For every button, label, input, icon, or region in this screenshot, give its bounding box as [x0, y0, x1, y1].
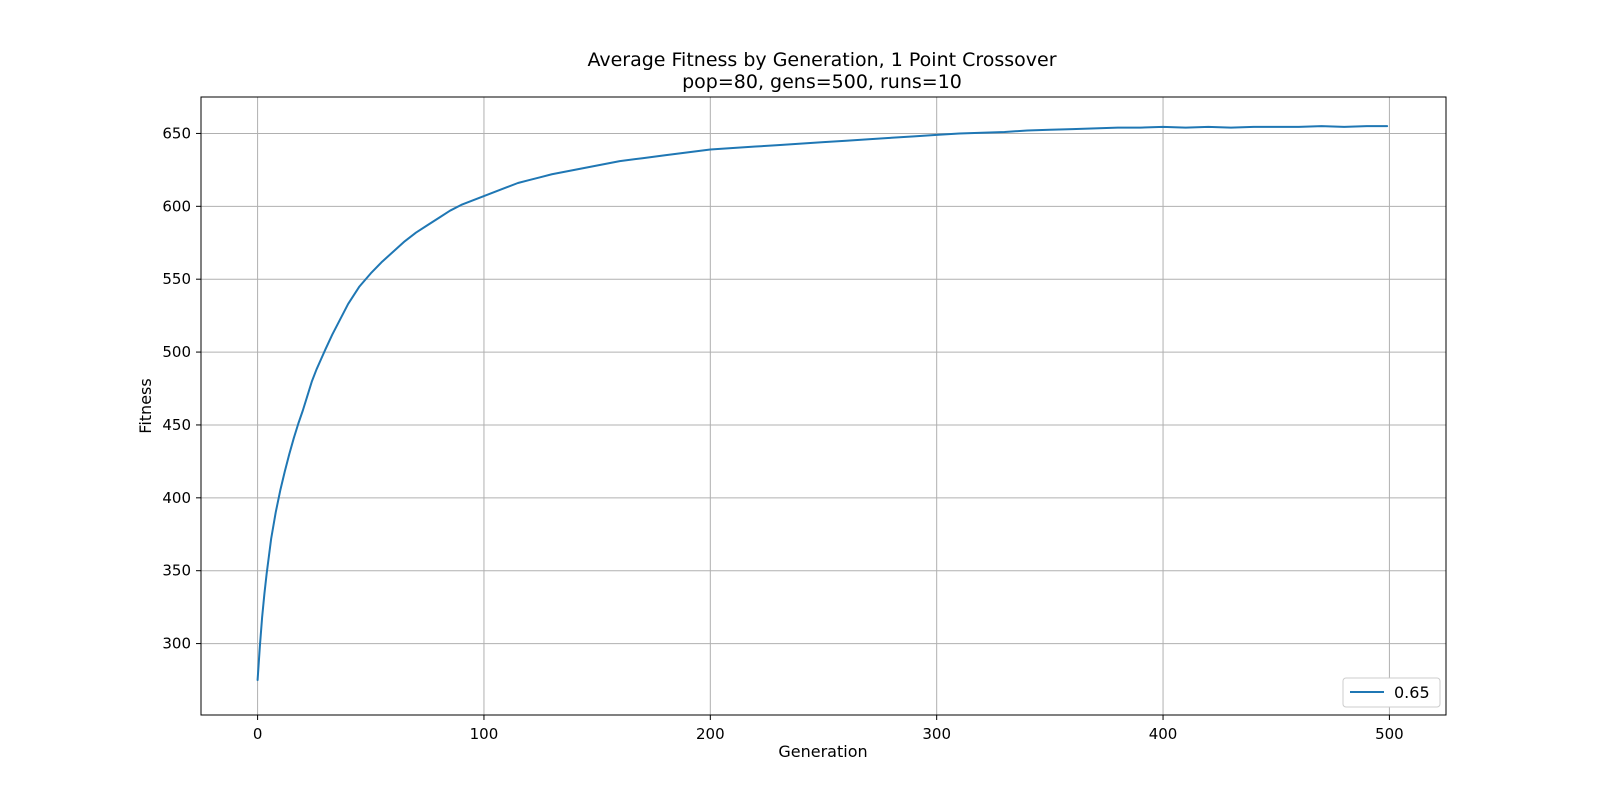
legend-label: 0.65 — [1394, 683, 1430, 702]
legend-box — [1342, 677, 1441, 708]
x-tick-label: 0 — [253, 725, 263, 743]
plot-frame — [200, 96, 1447, 716]
y-tick-label: 650 — [162, 124, 191, 142]
series-line-0 — [256, 125, 1389, 682]
x-tick-label: 400 — [1149, 725, 1178, 743]
x-tick-label: 100 — [470, 725, 499, 743]
x-tick-label: 200 — [696, 725, 725, 743]
legend: 0.65 — [1342, 677, 1441, 708]
y-tick-label: 300 — [162, 635, 191, 653]
chart-subtitle: pop=80, gens=500, runs=10 — [682, 71, 962, 93]
chart-title: Average Fitness by Generation, 1 Point C… — [587, 49, 1056, 71]
y-tick-label: 500 — [162, 343, 191, 361]
y-tick-label: 400 — [162, 489, 191, 507]
grid — [201, 97, 1446, 715]
y-tick-label: 350 — [162, 562, 191, 580]
y-tick-label: 550 — [162, 270, 191, 288]
x-tick-label: 300 — [922, 725, 951, 743]
y-tick-label: 600 — [162, 197, 191, 215]
x-tick-label: 500 — [1375, 725, 1404, 743]
y-tick-label: 450 — [162, 416, 191, 434]
x-axis-label: Generation — [778, 742, 867, 761]
x-axis: 0 100 200 300 400 500 — [253, 715, 1404, 743]
y-axis: 300 350 400 450 500 550 600 650 — [162, 124, 201, 653]
series-layer — [256, 125, 1389, 682]
y-axis-label: Fitness — [136, 378, 155, 433]
